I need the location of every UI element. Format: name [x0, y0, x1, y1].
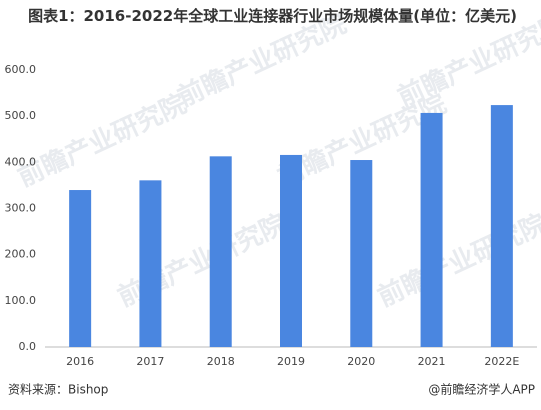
y-tick-label: 600.0 [5, 63, 37, 76]
x-tick-label: 2016 [66, 355, 94, 368]
y-tick-label: 200.0 [5, 248, 37, 261]
chart-title: 图表1：2016-2022年全球工业连接器行业市场规模体量(单位：亿美元) [28, 7, 517, 25]
credit: @前瞻经济学人APP [428, 382, 535, 397]
x-tick-label: 2022E [484, 355, 519, 368]
y-tick-label: 500.0 [5, 109, 37, 122]
bar [69, 190, 92, 347]
x-tick-label: 2018 [207, 355, 235, 368]
bar [139, 180, 162, 347]
x-tick-label: 2021 [418, 355, 446, 368]
x-tick-label: 2017 [136, 355, 164, 368]
watermark: 前瞻产业研究院 [373, 208, 541, 313]
bar [209, 156, 232, 347]
y-tick-label: 0.0 [19, 340, 37, 353]
bar [280, 154, 302, 347]
source: 资料来源：Bishop [8, 383, 108, 397]
watermark: 前瞻产业研究院 [13, 88, 191, 193]
x-tick-label: 2020 [347, 355, 375, 368]
bar [350, 160, 373, 347]
y-tick-label: 300.0 [5, 202, 37, 215]
y-tick-label: 400.0 [5, 155, 37, 168]
x-tick-label: 2019 [277, 355, 305, 368]
bar [420, 112, 443, 347]
bar [490, 105, 513, 347]
y-tick-label: 100.0 [5, 294, 37, 307]
